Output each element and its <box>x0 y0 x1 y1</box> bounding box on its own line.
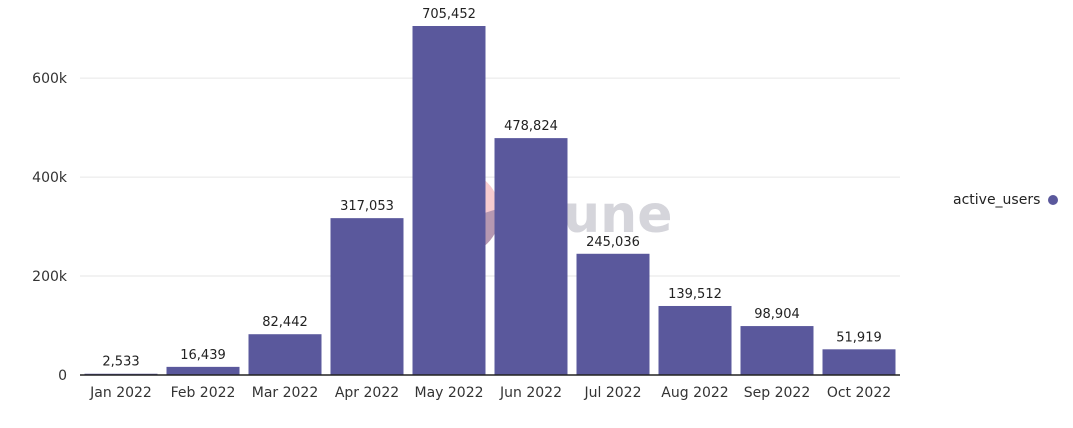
x-tick-label: Mar 2022 <box>252 385 319 401</box>
y-axis: 0 200k 400k 600k <box>32 71 68 384</box>
bar[interactable] <box>576 253 650 375</box>
bar[interactable] <box>330 218 404 375</box>
x-tick-label: Feb 2022 <box>171 385 236 401</box>
x-axis: Jan 2022 Feb 2022 Mar 2022 Apr 2022 May 2022… <box>80 374 900 401</box>
bar[interactable] <box>494 138 568 375</box>
data-labels: 2,533 16,439 82,442 317,053 705,452 478,824 24… <box>102 7 881 370</box>
data-label: 2,533 <box>102 355 139 370</box>
y-tick-label: 600k <box>32 71 68 87</box>
data-label: 139,512 <box>668 287 722 302</box>
legend: active_users <box>953 192 1059 208</box>
x-tick-label: May 2022 <box>414 385 483 401</box>
bar[interactable] <box>740 326 814 375</box>
x-tick-label: Jun 2022 <box>499 385 562 401</box>
x-tick-label: Apr 2022 <box>335 385 399 401</box>
bar[interactable] <box>658 305 732 375</box>
bar[interactable] <box>412 26 486 375</box>
x-tick-label: Jul 2022 <box>584 385 642 401</box>
y-tick-label: 0 <box>58 368 67 384</box>
data-label: 51,919 <box>836 330 882 345</box>
gridlines <box>80 77 900 277</box>
data-label: 16,439 <box>180 348 226 363</box>
x-tick-label: Sep 2022 <box>744 385 810 401</box>
x-tick-label: Jan 2022 <box>89 385 152 401</box>
bars <box>84 26 896 375</box>
bar[interactable] <box>248 334 322 375</box>
data-label: 98,904 <box>754 307 800 322</box>
legend-label: active_users <box>953 192 1041 208</box>
data-label: 705,452 <box>422 7 476 22</box>
data-label: 317,053 <box>340 199 394 214</box>
y-tick-label: 400k <box>32 170 68 186</box>
data-label: 478,824 <box>504 119 558 134</box>
x-tick-label: Oct 2022 <box>827 385 891 401</box>
y-tick-label: 200k <box>32 269 68 285</box>
bar[interactable] <box>822 349 896 375</box>
data-label: 245,036 <box>586 235 640 250</box>
x-tick-label: Aug 2022 <box>661 385 728 401</box>
bar[interactable] <box>166 366 240 375</box>
data-label: 82,442 <box>262 315 308 330</box>
legend-dot <box>1048 195 1059 205</box>
